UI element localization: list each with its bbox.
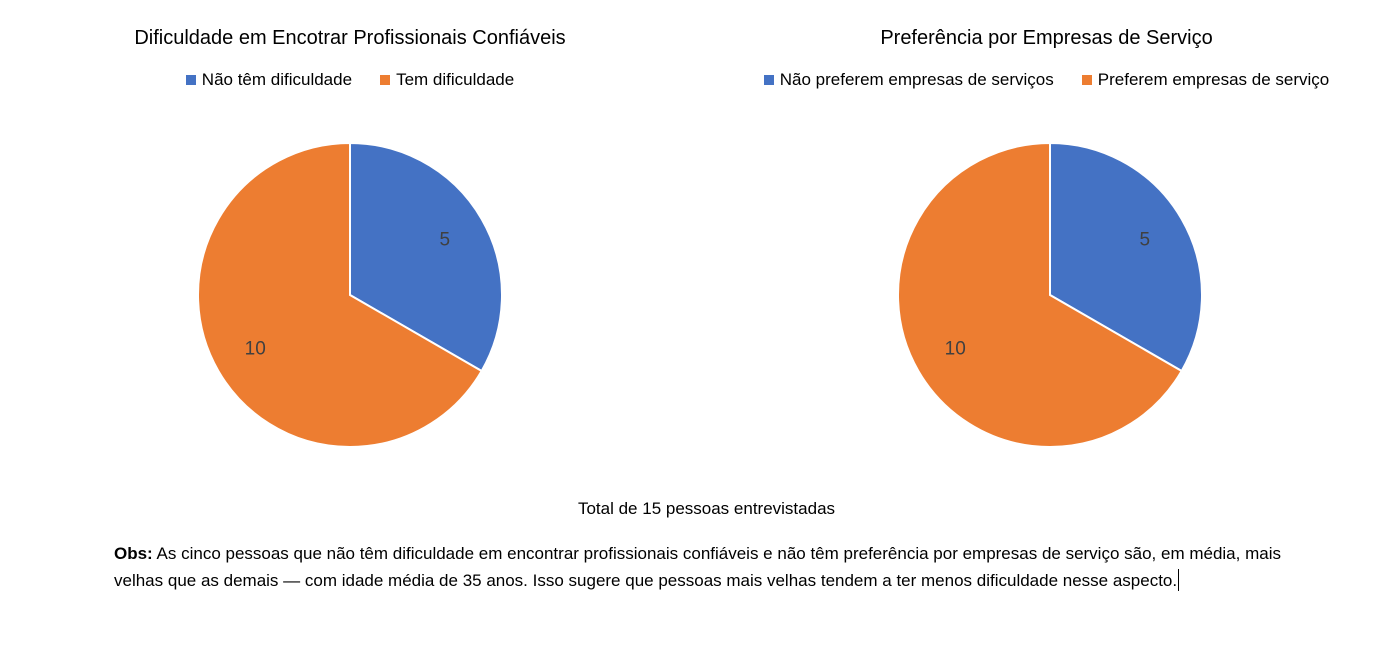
chart-title: Preferência por Empresas de Serviço — [880, 27, 1213, 49]
legend-label: Não têm dificuldade — [201, 70, 353, 89]
chart-preferencia: Preferência por Empresas de Serviço Não … — [700, 0, 1393, 470]
legend-swatch — [763, 75, 774, 85]
obs-text: As cinco pessoas que não têm dificuldade… — [114, 544, 1281, 590]
legend: Não têm dificuldade Tem dificuldade — [0, 70, 700, 90]
text-cursor — [1178, 569, 1180, 591]
legend-entry: Tem dificuldade — [380, 70, 514, 90]
chart-title: Dificuldade em Encotrar Profissionais Co… — [134, 27, 566, 49]
total-caption: Total de 15 pessoas entrevistadas — [577, 499, 836, 518]
pie-slice — [197, 141, 484, 448]
legend-label: Tem dificuldade — [396, 70, 515, 89]
pie-slice — [349, 141, 503, 373]
legend-label: Preferem empresas de serviço — [1097, 70, 1330, 89]
pie-slice — [897, 141, 1184, 448]
data-label: 10 — [945, 339, 966, 360]
obs-label: Obs: — [114, 544, 153, 563]
chart-dificuldade: Dificuldade em Encotrar Profissionais Co… — [0, 0, 700, 470]
legend-entry: Não têm dificuldade — [185, 70, 353, 90]
legend: Não preferem empresas de serviços Prefer… — [700, 70, 1393, 90]
pie-chart: 5 10 — [197, 141, 503, 448]
observation-paragraph[interactable]: Obs: As cinco pessoas que não têm dificu… — [114, 540, 1284, 594]
legend-label: Não preferem empresas de serviços — [779, 70, 1054, 89]
legend-entry: Não preferem empresas de serviços — [763, 70, 1054, 90]
legend-entry: Preferem empresas de serviço — [1081, 70, 1330, 90]
legend-swatch — [380, 75, 391, 85]
data-label: 10 — [245, 339, 266, 360]
legend-swatch — [1081, 75, 1092, 85]
data-label: 5 — [439, 229, 450, 250]
pie-slice — [1049, 141, 1203, 373]
pie-chart: 5 10 — [897, 141, 1203, 448]
legend-swatch — [185, 75, 196, 85]
data-label: 5 — [1139, 229, 1150, 250]
